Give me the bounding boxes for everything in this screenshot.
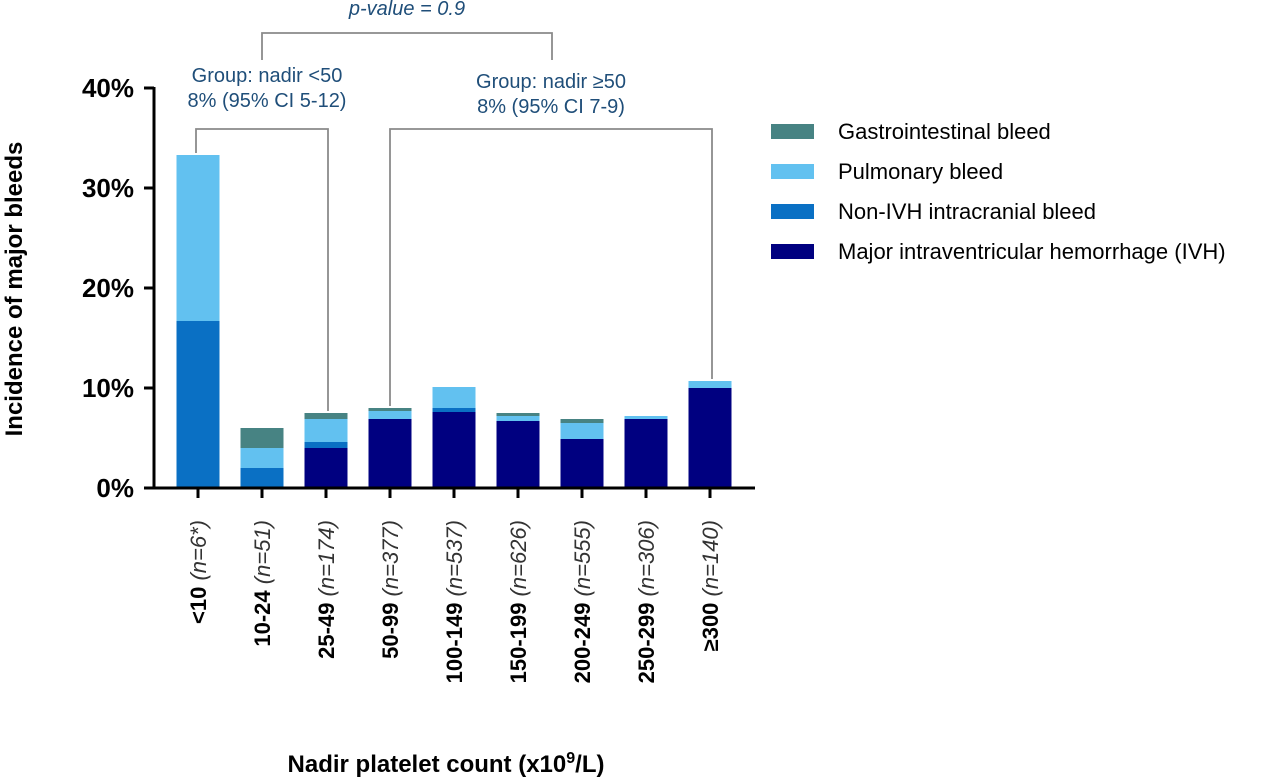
group-high-ci: 8% (95% CI 7-9) <box>477 96 625 118</box>
bar-segment <box>688 381 732 388</box>
bars-layer <box>176 155 732 488</box>
x-tick-range: 50-99 <box>378 596 403 658</box>
bar-segment <box>496 413 540 416</box>
x-tick-n: (n=537) <box>442 520 467 596</box>
y-axis-title: Incidence of major bleeds <box>1 142 28 437</box>
x-tick-n: (n=51) <box>250 520 275 584</box>
group-low-ci: 8% (95% CI 5-12) <box>188 90 347 112</box>
x-tick-label: 100-149 (n=537) <box>442 520 467 683</box>
bar-segment <box>560 423 604 439</box>
x-tick-range: 200-249 <box>570 596 595 683</box>
legend-label: Non-IVH intracranial bleed <box>838 199 1096 224</box>
x-tick-n: (n=6*) <box>186 520 211 581</box>
x-tick-label: <10 (n=6*) <box>186 520 211 624</box>
legend-label: Gastrointestinal bleed <box>838 119 1051 144</box>
bar-segment <box>176 155 220 321</box>
y-tick-label: 0% <box>96 473 134 503</box>
bar-segment <box>368 408 412 411</box>
bar-segment <box>368 419 412 488</box>
bar-segment <box>688 388 732 488</box>
x-tick-n: (n=626) <box>506 520 531 596</box>
x-axis-title-end: /L) <box>575 751 604 778</box>
bar-segment <box>432 387 476 408</box>
x-axis-title: Nadir platelet count (x109/L) <box>288 750 605 778</box>
bar-segment <box>240 468 284 488</box>
legend-swatch <box>771 164 814 179</box>
group-low-bracket <box>195 128 329 411</box>
legend: Gastrointestinal bleed Pulmonary bleed Non… <box>771 119 1226 264</box>
x-tick-range: ≥300 <box>698 596 723 651</box>
bar-segment <box>304 413 348 419</box>
bar-segment <box>240 428 284 448</box>
y-tick-label: 20% <box>82 273 134 303</box>
bar-segment <box>368 411 412 419</box>
x-tick-label: 250-299 (n=306) <box>634 520 659 683</box>
y-tick-label: 40% <box>82 73 134 103</box>
x-tick-label: 50-99 (n=377) <box>378 520 403 659</box>
x-tick-label: 10-24 (n=51) <box>250 520 275 647</box>
bar-segment <box>560 439 604 488</box>
y-tick-label: 30% <box>82 173 134 203</box>
group-low-label: Group: nadir <50 <box>192 65 343 87</box>
x-tick-n: (n=306) <box>634 520 659 596</box>
x-tick-label: ≥300 (n=140) <box>698 520 723 651</box>
x-tick-n: (n=174) <box>314 520 339 596</box>
bar-segment <box>432 412 476 488</box>
axes-layer: 0% 10% 20% 30% 40% <10 (n=6*) 10-24 (n=51) 25-4… <box>82 73 755 683</box>
x-axis-title-sup: 9 <box>566 750 575 767</box>
x-tick-range: 250-299 <box>634 596 659 683</box>
bar-segment <box>496 416 540 421</box>
bar-segment <box>496 421 540 488</box>
p-value-annotation: p-value = 0.9 <box>348 0 465 20</box>
legend-swatch <box>771 204 814 219</box>
y-tick-label: 10% <box>82 373 134 403</box>
p-value-bracket <box>261 32 553 60</box>
bar-segment <box>560 419 604 423</box>
bar-segment <box>624 419 668 488</box>
x-tick-range: 25-49 <box>314 596 339 658</box>
x-tick-n: (n=555) <box>570 520 595 596</box>
bar-segment <box>240 448 284 468</box>
group-high-bracket <box>389 128 713 406</box>
bar-segment <box>304 442 348 448</box>
x-tick-label: 200-249 (n=555) <box>570 520 595 683</box>
legend-swatch <box>771 244 814 259</box>
bar-segment <box>304 419 348 442</box>
legend-label: Pulmonary bleed <box>838 159 1003 184</box>
legend-label: Major intraventricular hemorrhage (IVH) <box>838 239 1226 264</box>
bar-segment <box>624 416 668 419</box>
x-tick-n: (n=140) <box>698 520 723 596</box>
bar-segment <box>176 321 220 488</box>
group-high-label: Group: nadir ≥50 <box>476 71 626 93</box>
x-tick-range: 10-24 <box>250 584 275 646</box>
x-tick-n: (n=377) <box>378 520 403 596</box>
bar-segment <box>432 408 476 412</box>
legend-swatch <box>771 124 814 139</box>
x-axis-title-main: Nadir platelet count (x10 <box>288 751 567 778</box>
x-tick-range: 150-199 <box>506 596 531 683</box>
x-tick-range: 100-149 <box>442 596 467 683</box>
bar-segment <box>304 448 348 488</box>
x-tick-label: 25-49 (n=174) <box>314 520 339 659</box>
brackets-layer <box>195 32 713 411</box>
x-tick-range: <10 <box>186 581 211 624</box>
x-tick-label: 150-199 (n=626) <box>506 520 531 683</box>
